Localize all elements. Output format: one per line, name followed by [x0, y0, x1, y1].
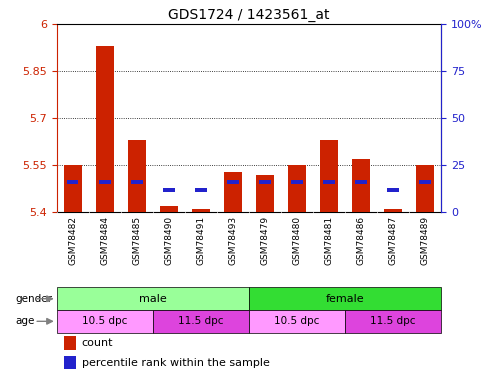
Text: female: female — [326, 294, 364, 304]
Bar — [387, 188, 399, 192]
Text: GSM78489: GSM78489 — [421, 216, 430, 265]
Bar — [99, 180, 110, 184]
Text: GSM78479: GSM78479 — [260, 216, 270, 265]
Text: GSM78491: GSM78491 — [196, 216, 206, 265]
Bar — [192, 209, 210, 212]
Bar — [345, 310, 441, 333]
Bar — [355, 180, 367, 184]
Title: GDS1724 / 1423561_at: GDS1724 / 1423561_at — [168, 8, 330, 22]
Bar — [288, 165, 306, 212]
Bar — [67, 180, 78, 184]
Text: gender: gender — [15, 294, 52, 304]
Bar — [57, 310, 153, 333]
Bar — [128, 140, 145, 212]
Bar — [65, 356, 76, 369]
Text: GSM78493: GSM78493 — [228, 216, 238, 265]
Text: percentile rank within the sample: percentile rank within the sample — [82, 358, 270, 368]
Bar — [224, 172, 242, 212]
Text: GSM78481: GSM78481 — [324, 216, 334, 265]
Bar — [160, 206, 177, 212]
Text: GSM78486: GSM78486 — [356, 216, 366, 265]
Bar — [417, 165, 434, 212]
Text: GSM78484: GSM78484 — [100, 216, 109, 265]
Bar — [163, 188, 175, 192]
Text: GSM78480: GSM78480 — [292, 216, 302, 265]
Bar — [320, 140, 338, 212]
Bar — [64, 165, 81, 212]
Bar — [96, 46, 113, 212]
Bar — [65, 336, 76, 350]
Text: GSM78485: GSM78485 — [132, 216, 141, 265]
Bar — [249, 288, 441, 310]
Bar — [153, 310, 249, 333]
Text: 11.5 dpc: 11.5 dpc — [178, 316, 224, 326]
Bar — [227, 180, 239, 184]
Bar — [249, 310, 345, 333]
Text: 10.5 dpc: 10.5 dpc — [274, 316, 320, 326]
Text: GSM78490: GSM78490 — [164, 216, 174, 265]
Bar — [385, 209, 402, 212]
Text: GSM78482: GSM78482 — [68, 216, 77, 265]
Bar — [420, 180, 431, 184]
Text: 11.5 dpc: 11.5 dpc — [370, 316, 416, 326]
Text: count: count — [82, 338, 113, 348]
Bar — [291, 180, 303, 184]
Text: age: age — [15, 316, 35, 326]
Bar — [323, 180, 335, 184]
Text: male: male — [139, 294, 167, 304]
Bar — [195, 188, 207, 192]
Text: 10.5 dpc: 10.5 dpc — [82, 316, 128, 326]
Bar — [131, 180, 142, 184]
Bar — [352, 159, 370, 212]
Bar — [57, 288, 249, 310]
Bar — [256, 175, 274, 212]
Bar — [259, 180, 271, 184]
Text: GSM78487: GSM78487 — [388, 216, 398, 265]
